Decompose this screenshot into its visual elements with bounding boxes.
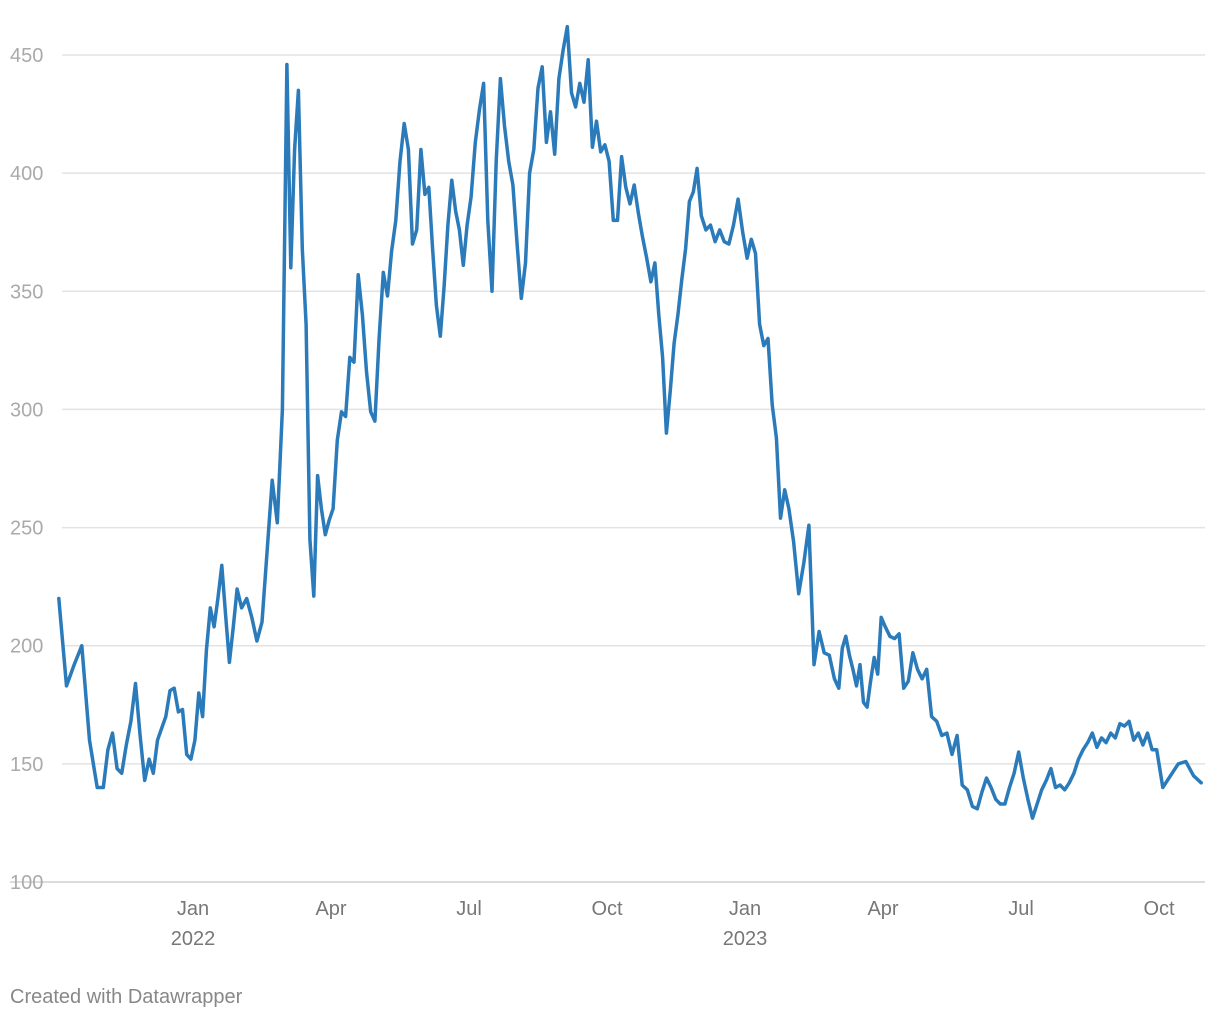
credit: Created with Datawrapper [10,986,243,1008]
y-tick-label: 250 [10,518,43,540]
y-tick-label: 150 [10,754,43,776]
y-tick-label: 450 [10,45,43,67]
x-tick-label: Oct [1143,898,1175,920]
y-tick-label: 350 [10,281,43,303]
x-tick-label: Jul [1008,898,1034,920]
x-tick-year: 2023 [723,928,768,950]
x-tick-year: 2022 [171,928,216,950]
y-tick-label: 100 [10,872,43,894]
x-tick-label: Oct [591,898,623,920]
x-tick-label: Apr [867,898,898,920]
y-tick-label: 300 [10,399,43,421]
y-tick-label: 200 [10,636,43,658]
x-tick-label: Jan [177,898,209,920]
x-tick-label: Jan [729,898,761,920]
price-line [57,24,1203,820]
x-tick-label: Jul [456,898,482,920]
x-tick-label: Apr [315,898,346,920]
y-tick-label: 400 [10,163,43,185]
